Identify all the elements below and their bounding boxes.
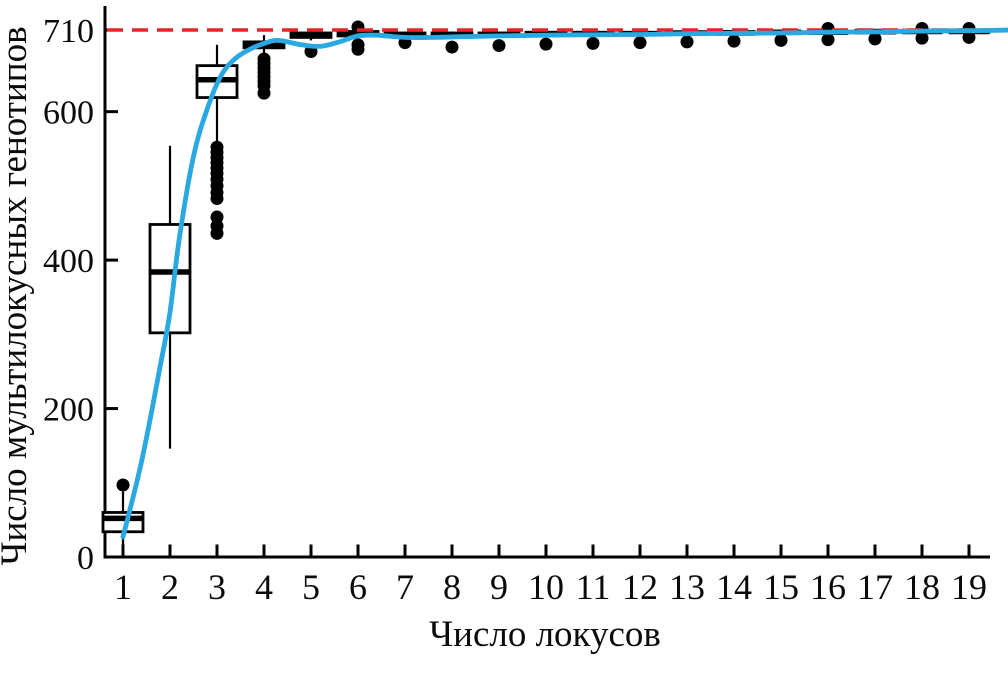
accumulation-curve (120, 27, 1008, 540)
x-tick-label-8: 8 (443, 567, 461, 607)
outlier-dot (257, 86, 271, 100)
x-tick-label-4: 4 (255, 567, 273, 607)
y-tick-label-0: 0 (77, 540, 94, 577)
y-tick-label-710: 710 (43, 13, 94, 50)
y-tick-label-600: 600 (43, 95, 94, 132)
x-tick-label-11: 11 (576, 567, 611, 607)
x-tick-label-17: 17 (857, 567, 893, 607)
outlier-dot (821, 33, 835, 47)
outlier-dot (586, 36, 600, 50)
x-tick-label-12: 12 (622, 567, 658, 607)
x-tick-label-3: 3 (208, 567, 226, 607)
boxplot-locus-1 (101, 478, 145, 548)
x-tick-label-15: 15 (763, 567, 799, 607)
outlier-dot (915, 31, 929, 45)
outlier-dot (633, 36, 647, 50)
smooth-curve-layer (120, 27, 1008, 540)
x-tick-label-6: 6 (349, 567, 367, 607)
outlier-dot (727, 34, 741, 48)
outlier-dot (210, 226, 224, 240)
outlier-dot (210, 191, 224, 205)
x-tick-label-19: 19 (951, 567, 987, 607)
outlier-dot (539, 37, 553, 51)
outlier-dot (210, 210, 224, 224)
outlier-dot (445, 40, 459, 54)
boxplot-locus-3 (195, 44, 239, 240)
outlier-dot (774, 33, 788, 47)
x-tick-label-1: 1 (114, 567, 132, 607)
x-tick-label-9: 9 (490, 567, 508, 607)
x-tick-label-2: 2 (161, 567, 179, 607)
y-tick-label-400: 400 (43, 243, 94, 280)
x-tick-label-10: 10 (528, 567, 564, 607)
outlier-dot (492, 39, 506, 53)
x-axis-title: Число локусов (429, 614, 661, 655)
outlier-dot (868, 32, 882, 46)
x-tick-label-18: 18 (904, 567, 940, 607)
outlier-dot (116, 478, 130, 492)
x-tick-label-16: 16 (810, 567, 846, 607)
outlier-dot (962, 30, 976, 44)
boxplot-layer (101, 20, 991, 548)
x-tick-label-7: 7 (396, 567, 414, 607)
y-tick-label-200: 200 (43, 392, 94, 429)
x-tick-label-5: 5 (302, 567, 320, 607)
x-tick-label-13: 13 (669, 567, 705, 607)
outlier-dot (680, 35, 694, 49)
outlier-dot (351, 42, 365, 56)
y-axis-title: Число мультилокусных генотипов (0, 26, 35, 565)
x-tick-label-14: 14 (716, 567, 752, 607)
